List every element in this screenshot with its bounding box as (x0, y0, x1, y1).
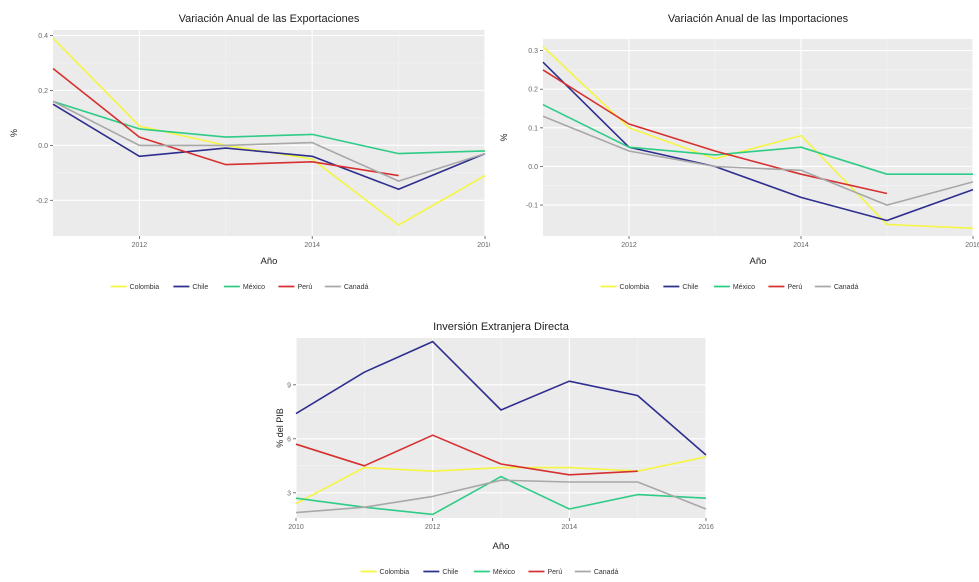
legend-label-colombia: Colombia (130, 284, 160, 291)
legend-label-canada: Canadá (344, 284, 369, 291)
legend-label-chile: Chile (192, 284, 208, 291)
imports-chart: 2012 2014 2016 -0.1 0.0 0.1 0.2 0.3 Variación An… (499, 13, 979, 291)
legend-label-colombia: Colombia (620, 284, 650, 291)
series-line-peru (52, 67, 399, 177)
y-tick-label: 0.4 (38, 33, 48, 40)
y-tick-label: 9 (287, 382, 291, 389)
x-tick-label: 2014 (304, 242, 320, 249)
exports-chart: 2012 2014 2016 -0.2 0.0 0.2 0.4 Variación Anual… (9, 13, 493, 291)
x-axis-label: Año (750, 256, 767, 267)
y-axis-label: % (499, 133, 509, 141)
chart-title: Inversión Extranjera Directa (433, 321, 570, 333)
series-line-canada (52, 100, 486, 182)
x-tick-label: 2016 (477, 242, 490, 249)
legend-label-mexico: México (733, 284, 755, 291)
legend-label-peru: Perú (297, 284, 312, 291)
y-tick-label: 0.2 (528, 87, 538, 94)
chart-title: Variación Anual de las Exportaciones (179, 13, 360, 25)
x-axis-label: Año (493, 541, 510, 552)
x-tick-label: 2012 (425, 524, 441, 531)
series-line-mexico (542, 103, 973, 175)
legend-label-colombia: Colombia (380, 569, 410, 576)
y-axis-label: % del PIB (275, 408, 285, 448)
y-tick-label: 0.2 (38, 88, 48, 95)
legend-label-chile: Chile (682, 284, 698, 291)
x-tick-label: 2010 (288, 524, 304, 531)
legend: Colombia Chile México Perú Canadá (110, 284, 369, 291)
plot-background (53, 30, 485, 236)
chart-title: Variación Anual de las Importaciones (668, 13, 849, 25)
y-tick-label: -0.1 (526, 203, 538, 210)
y-tick-label: 3 (287, 490, 291, 497)
y-tick-label: 0.0 (528, 164, 538, 171)
series-line-mexico (52, 100, 486, 155)
y-tick-label: 0.3 (528, 48, 538, 55)
x-tick-label: 2016 (698, 524, 714, 531)
exports-chart-panel: 2012 2014 2016 -0.2 0.0 0.2 0.4 Variación Anual… (0, 0, 493, 300)
y-tick-label: 0.0 (38, 143, 48, 150)
series-line-chile (295, 340, 707, 456)
x-tick-label: 2014 (562, 524, 578, 531)
legend-label-canada: Canadá (834, 284, 859, 291)
legend-label-mexico: México (243, 284, 265, 291)
x-tick-label: 2012 (132, 242, 148, 249)
y-tick-label: 0.1 (528, 125, 538, 132)
legend-label-peru: Perú (547, 569, 562, 576)
series-line-chile (52, 103, 486, 191)
legend-label-chile: Chile (442, 569, 458, 576)
legend-label-mexico: México (493, 569, 515, 576)
plot-background (543, 39, 973, 236)
y-tick-label: -0.2 (36, 198, 48, 205)
series-line-peru (542, 69, 888, 195)
y-axis-label: % (9, 129, 19, 137)
x-tick-label: 2016 (965, 242, 979, 249)
imports-chart-panel: 2012 2014 2016 -0.1 0.0 0.1 0.2 0.3 Variación An… (490, 0, 979, 300)
legend: Colombia Chile México Perú Canadá (600, 284, 859, 291)
x-tick-label: 2012 (621, 242, 637, 249)
series-line-peru (295, 434, 638, 476)
fdi-chart: 2010 2012 2014 2016 3 6 9 Inversión Extranjera … (275, 321, 714, 576)
series-line-canada (542, 115, 974, 206)
legend-label-peru: Perú (787, 284, 802, 291)
series-line-chile (542, 61, 974, 222)
series-line-canada (295, 479, 707, 514)
fdi-chart-panel: 2010 2012 2014 2016 3 6 9 Inversión Extranjera … (260, 308, 730, 577)
x-tick-label: 2014 (793, 242, 809, 249)
y-tick-label: 6 (287, 436, 291, 443)
x-axis-label: Año (261, 256, 278, 267)
legend: Colombia Chile México Perú Canadá (360, 569, 619, 576)
legend-label-canada: Canadá (594, 569, 619, 576)
